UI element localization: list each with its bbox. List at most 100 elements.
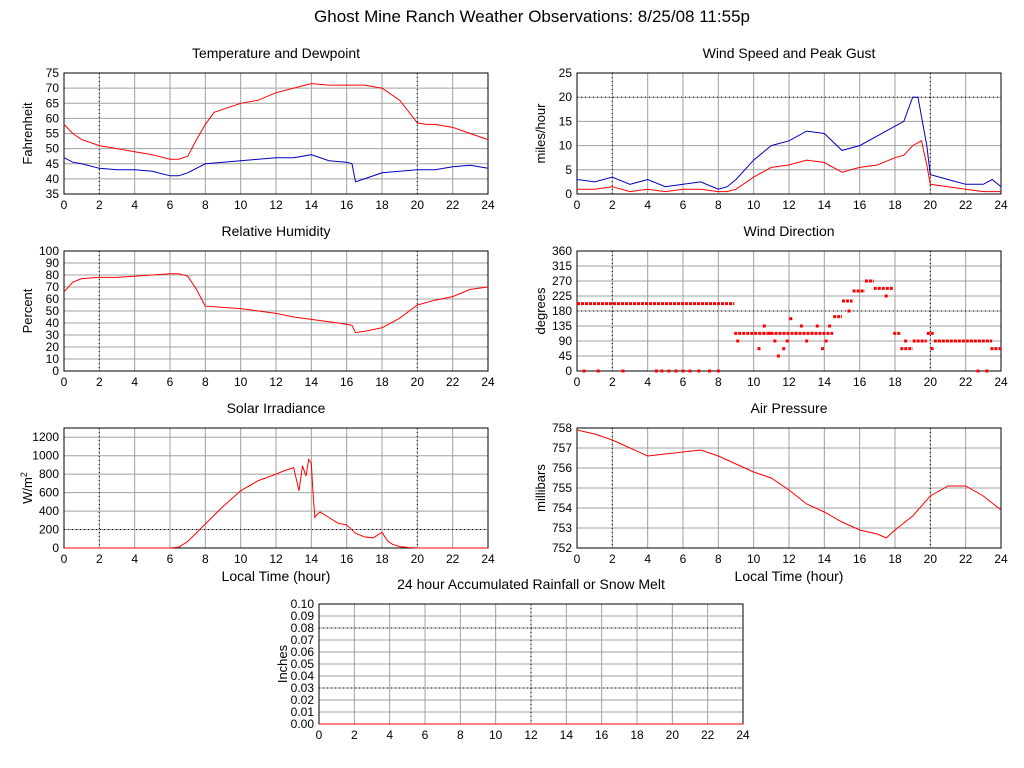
x-tick-label: 0 — [574, 375, 581, 389]
y-tick-label: 0 — [565, 187, 572, 201]
direction-point — [674, 369, 678, 373]
x-tick-label: 18 — [375, 375, 389, 389]
direction-point — [688, 369, 692, 373]
x-tick-label: 14 — [305, 552, 319, 566]
y-tick-label: 755 — [552, 481, 572, 495]
x-tick-label: 22 — [446, 375, 460, 389]
y-tick-label: 15 — [559, 114, 573, 128]
y-tick-label: 45 — [559, 349, 573, 363]
x-tick-label: 24 — [736, 728, 750, 742]
x-tick-label: 2 — [96, 552, 103, 566]
direction-point — [708, 369, 711, 373]
x-tick-label: 20 — [411, 552, 425, 566]
x-tick-label: 4 — [131, 375, 138, 389]
x-tick-label: 24 — [994, 375, 1008, 389]
x-tick-label: 24 — [481, 198, 495, 212]
x-tick-label: 14 — [305, 198, 319, 212]
x-tick-label: 0 — [61, 552, 68, 566]
x-tick-label: 2 — [609, 552, 616, 566]
y-tick-label: 0.09 — [291, 609, 315, 623]
solar-xlabel: Local Time (hour) — [222, 568, 331, 584]
y-tick-label: 80 — [46, 268, 60, 282]
y-tick-label: 5 — [565, 163, 572, 177]
x-tick-label: 10 — [747, 375, 761, 389]
direction-point — [789, 317, 793, 321]
x-tick-label: 0 — [61, 198, 68, 212]
direction-point — [768, 331, 772, 335]
x-tick-label: 12 — [269, 375, 283, 389]
y-tick-label: 0.05 — [291, 657, 315, 671]
direction-point — [824, 339, 828, 343]
x-tick-label: 22 — [959, 552, 973, 566]
y-tick-label: 800 — [39, 467, 59, 481]
direction-point — [794, 331, 798, 335]
x-tick-label: 6 — [167, 198, 174, 212]
x-tick-label: 8 — [457, 728, 464, 742]
y-tick-label: 20 — [46, 340, 60, 354]
solar-title: Solar Irradiance — [227, 400, 326, 416]
x-tick-label: 6 — [680, 375, 687, 389]
x-tick-label: 4 — [644, 552, 651, 566]
x-tick-label: 0 — [574, 198, 581, 212]
direction-point — [697, 369, 701, 373]
y-tick-label: 757 — [552, 441, 572, 455]
x-tick-label: 8 — [715, 375, 722, 389]
x-tick-label: 20 — [411, 198, 425, 212]
x-tick-label: 22 — [959, 198, 973, 212]
x-tick-label: 4 — [131, 198, 138, 212]
x-tick-label: 6 — [680, 552, 687, 566]
y-tick-label: 55 — [46, 127, 60, 141]
x-tick-label: 16 — [340, 375, 354, 389]
y-tick-label: 0.02 — [291, 693, 315, 707]
y-tick-label: 100 — [39, 244, 59, 258]
x-tick-label: 8 — [715, 198, 722, 212]
x-tick-label: 0 — [61, 375, 68, 389]
x-tick-label: 8 — [202, 552, 209, 566]
direction-frame — [576, 250, 1002, 372]
solar-frame — [63, 427, 489, 549]
direction-point — [773, 339, 777, 343]
direction-point — [828, 324, 832, 328]
x-tick-label: 24 — [481, 552, 495, 566]
y-tick-label: 45 — [46, 157, 60, 171]
x-tick-label: 14 — [560, 728, 574, 742]
direction-point — [782, 347, 786, 351]
direction-point — [660, 369, 664, 373]
x-tick-label: 18 — [375, 552, 389, 566]
x-tick-label: 16 — [340, 198, 354, 212]
x-tick-label: 8 — [202, 375, 209, 389]
x-tick-label: 18 — [888, 198, 902, 212]
direction-point — [716, 369, 720, 373]
direction-title: Wind Direction — [743, 223, 834, 239]
direction-point — [821, 347, 825, 351]
solar-ylabel: W/m2 — [19, 472, 35, 504]
x-tick-label: 12 — [782, 375, 796, 389]
x-tick-label: 0 — [316, 728, 323, 742]
direction-point — [582, 369, 586, 373]
y-tick-label: 315 — [552, 259, 572, 273]
direction-point — [667, 369, 671, 373]
x-tick-label: 14 — [818, 198, 832, 212]
temp-series-0 — [63, 83, 489, 160]
x-tick-label: 22 — [701, 728, 715, 742]
x-tick-label: 8 — [202, 198, 209, 212]
y-tick-label: 40 — [46, 316, 60, 330]
direction-point — [904, 339, 908, 343]
y-tick-label: 135 — [552, 319, 572, 333]
y-tick-label: 60 — [46, 111, 60, 125]
y-tick-label: 756 — [552, 461, 572, 475]
x-tick-label: 24 — [481, 375, 495, 389]
wind-series-0 — [576, 96, 1002, 190]
humidity-series-0 — [63, 273, 489, 334]
direction-point — [785, 339, 789, 343]
pressure-xlabel: Local Time (hour) — [735, 568, 844, 584]
x-tick-label: 20 — [924, 375, 938, 389]
temp-series-1 — [63, 154, 489, 183]
y-tick-label: 90 — [46, 256, 60, 270]
x-tick-label: 16 — [853, 552, 867, 566]
y-tick-label: 70 — [46, 280, 60, 294]
x-tick-label: 22 — [446, 198, 460, 212]
x-tick-label: 12 — [269, 198, 283, 212]
